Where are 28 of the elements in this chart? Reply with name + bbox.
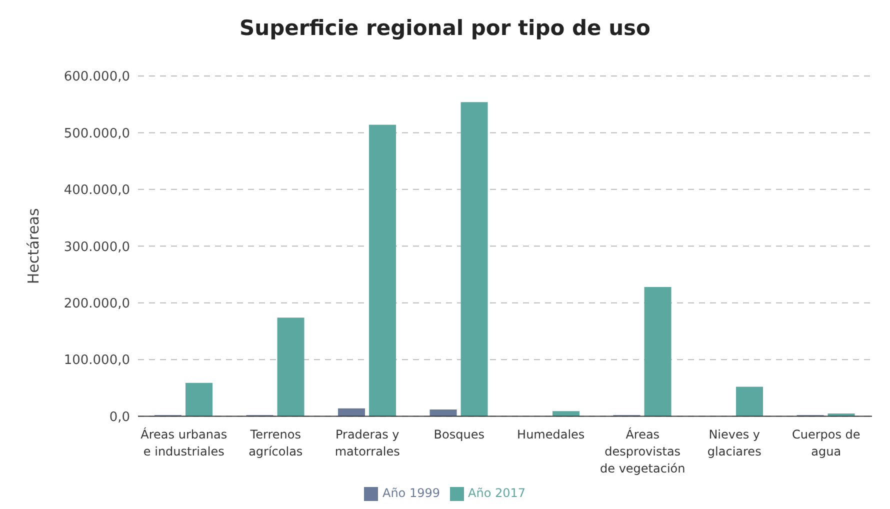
y-tick-label: 400.000,0 xyxy=(64,183,130,198)
y-tick-label: 600.000,0 xyxy=(64,70,130,85)
legend-label: Año 1999 xyxy=(382,486,440,500)
y-tick-label: 100.000,0 xyxy=(64,353,130,368)
chart-title: Superficie regional por tipo de uso xyxy=(238,15,652,42)
bar xyxy=(369,124,396,416)
bar xyxy=(186,382,213,416)
x-tick-label: Áreas urbanas e industriales xyxy=(140,426,228,458)
y-tick-label: 300.000,0 xyxy=(64,240,130,255)
bar xyxy=(430,409,457,416)
y-tick-label: 0,0 xyxy=(109,410,130,425)
x-tick-label: Áreas desprovistas de vegetación xyxy=(600,426,686,476)
bar xyxy=(338,408,366,416)
y-tick-label: 200.000,0 xyxy=(64,296,130,312)
bar xyxy=(277,318,304,416)
x-tick-label: Nieves y glaciares xyxy=(707,427,762,458)
y-tick-label: 500.000,0 xyxy=(64,126,130,142)
bar xyxy=(552,411,580,416)
bar xyxy=(736,386,764,416)
x-tick-label: Bosques xyxy=(434,427,484,442)
x-tick-label: Humedales xyxy=(517,427,585,442)
legend-label: Año 2017 xyxy=(468,486,526,500)
y-axis-title: Hectáreas xyxy=(24,208,42,284)
bar xyxy=(460,102,488,416)
bar xyxy=(644,286,672,416)
x-tick-label: Cuerpos de agua xyxy=(792,427,860,458)
x-tick-label: Terrenos agrícolas xyxy=(248,427,303,458)
x-tick-label: Praderas y matorrales xyxy=(334,427,400,458)
